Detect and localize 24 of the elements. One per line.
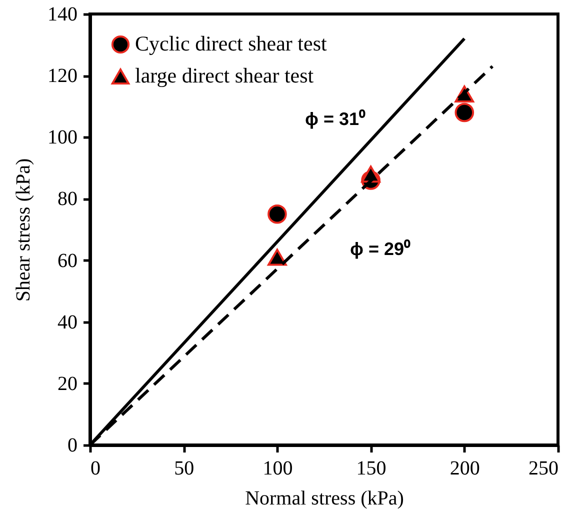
y-tick-label: 40	[58, 311, 78, 334]
y-tick-label: 120	[48, 65, 78, 88]
y-tick-label: 0	[68, 434, 78, 456]
x-tick-label: 100	[262, 458, 293, 480]
x-tick-label: 250	[528, 458, 558, 480]
x-tick-label: 200	[450, 458, 480, 480]
point	[268, 204, 287, 224]
point	[361, 166, 380, 183]
y-tick-label: 60	[58, 250, 78, 272]
y-tick-label: 80	[58, 188, 78, 210]
annotation: ϕ = 29⁰	[350, 239, 412, 259]
legend-label: large direct shear test	[135, 64, 314, 88]
y-axis-title: Shear stress (kPa)	[12, 158, 34, 302]
x-tick-label: 50	[174, 458, 194, 480]
y-tick-label: 140	[48, 4, 78, 26]
y-tick-label: 100	[48, 126, 78, 149]
point	[268, 248, 287, 266]
x-axis-title: Normal stress (kPa)	[245, 488, 404, 510]
x-tick-label: 150	[356, 458, 386, 480]
y-tick-label: 20	[58, 372, 78, 395]
x-tick-label: 0	[90, 458, 100, 480]
point	[454, 102, 474, 122]
legend-label: Cyclic direct shear test	[135, 32, 328, 56]
annotation: ϕ = 31⁰	[304, 109, 366, 129]
